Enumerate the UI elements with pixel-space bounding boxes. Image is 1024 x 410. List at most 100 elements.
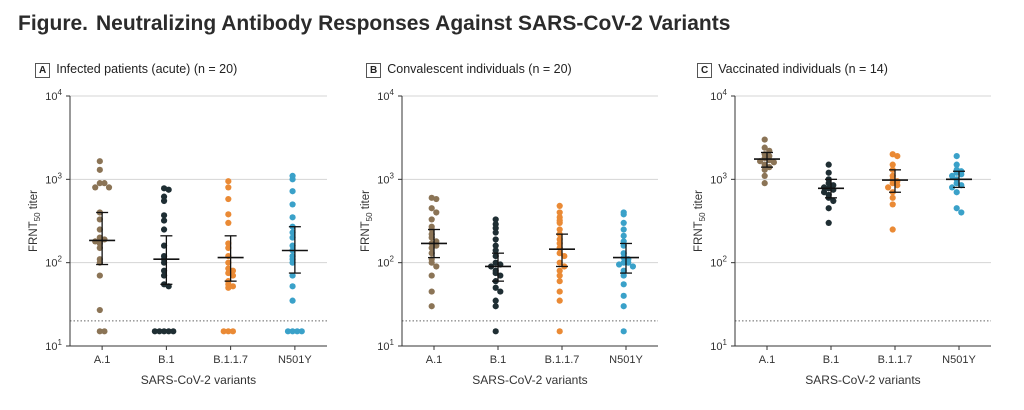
- data-point: [492, 224, 499, 232]
- panel-b-title: Convalescent individuals (n = 20): [387, 62, 572, 76]
- data-point: [170, 328, 177, 335]
- data-point: [428, 244, 435, 252]
- panel-c-header: C Vaccinated individuals (n = 14): [697, 62, 888, 78]
- y-axis-label: FRNT50 titer: [28, 190, 42, 252]
- data-point: [556, 278, 563, 285]
- data-point: [556, 297, 563, 304]
- figure-title: Figure. Neutralizing Antibody Responses A…: [18, 12, 730, 36]
- data-point: [298, 328, 305, 335]
- data-point: [620, 292, 627, 299]
- data-point: [289, 176, 296, 183]
- data-point: [225, 240, 232, 247]
- x-tick-label: A.1: [426, 354, 443, 366]
- figure-title-text: Neutralizing Antibody Responses Against …: [96, 12, 731, 35]
- data-point: [428, 205, 435, 212]
- data-point: [821, 189, 828, 196]
- data-point: [96, 226, 103, 233]
- data-point: [556, 328, 563, 335]
- data-point: [289, 229, 296, 236]
- data-point: [620, 272, 627, 279]
- data-point: [96, 272, 103, 279]
- data-point: [620, 281, 627, 288]
- data-point: [561, 252, 568, 260]
- data-point: [761, 180, 768, 187]
- data-point: [953, 161, 960, 168]
- y-axis-label: FRNT50 titer: [693, 190, 707, 252]
- data-point: [958, 171, 965, 178]
- data-point: [289, 242, 296, 249]
- data-point: [616, 261, 623, 268]
- data-point: [160, 272, 168, 279]
- data-point: [830, 197, 837, 205]
- data-point: [229, 272, 237, 279]
- data-point: [953, 189, 960, 196]
- data-point: [96, 158, 103, 165]
- data-point: [289, 188, 296, 195]
- x-axis-label: SARS-CoV-2 variants: [805, 373, 920, 387]
- data-point: [101, 328, 108, 335]
- data-point: [96, 244, 103, 252]
- data-point: [761, 172, 768, 179]
- y-tick-label: 101: [710, 338, 727, 353]
- data-point: [492, 252, 499, 260]
- data-point: [428, 216, 435, 223]
- data-point: [229, 328, 237, 335]
- x-tick-label: A.1: [759, 354, 776, 366]
- data-point: [620, 250, 627, 257]
- panel-a-title: Infected patients (acute) (n = 20): [56, 62, 238, 76]
- data-point: [294, 328, 301, 335]
- data-point: [225, 244, 232, 252]
- data-point: [225, 284, 232, 291]
- data-point: [289, 259, 296, 266]
- data-point: [289, 272, 296, 279]
- y-tick-label: 103: [45, 171, 62, 186]
- data-point: [556, 250, 563, 257]
- data-point: [289, 283, 296, 290]
- data-point: [225, 195, 232, 203]
- data-point: [770, 159, 778, 166]
- data-point: [949, 184, 956, 191]
- data-point: [428, 288, 435, 295]
- data-point: [958, 209, 965, 216]
- data-point: [889, 194, 896, 201]
- data-point: [825, 219, 832, 227]
- data-point: [225, 178, 232, 185]
- panel-a-letter: A: [35, 63, 51, 78]
- data-point: [825, 205, 832, 212]
- data-point: [160, 267, 168, 274]
- data-point: [289, 234, 296, 241]
- y-tick-label: 103: [377, 171, 394, 186]
- data-point: [428, 234, 435, 241]
- data-point: [165, 186, 172, 193]
- data-point: [761, 166, 768, 173]
- data-point: [433, 209, 440, 216]
- panel-c-title: Vaccinated individuals (n = 14): [718, 62, 888, 76]
- data-point: [428, 272, 435, 279]
- panel-b-plot: 101 102 103 104 FRNT50 titer A.1 B.1 B.1.1.7 N50…: [360, 88, 658, 387]
- data-point: [428, 303, 435, 310]
- data-point: [160, 197, 168, 205]
- data-point: [620, 267, 627, 274]
- data-point: [492, 303, 499, 310]
- figure-label: Figure.: [18, 12, 89, 35]
- data-point: [825, 161, 832, 168]
- data-point: [225, 269, 232, 277]
- x-tick-label: A.1: [94, 354, 111, 366]
- data-point: [225, 328, 232, 335]
- data-point: [284, 328, 292, 335]
- data-point: [556, 219, 563, 227]
- data-point: [556, 240, 563, 247]
- y-tick-label: 102: [377, 255, 394, 270]
- x-tick-label: B.1.1.7: [213, 354, 248, 366]
- data-point: [96, 166, 103, 173]
- x-axis-label: SARS-CoV-2 variants: [141, 373, 256, 387]
- data-point: [492, 229, 499, 236]
- data-point: [492, 216, 499, 223]
- data-point: [433, 263, 440, 270]
- data-point: [433, 195, 440, 203]
- data-point: [556, 202, 563, 209]
- data-point: [889, 226, 896, 233]
- data-point: [492, 328, 499, 335]
- data-point: [825, 169, 832, 176]
- x-tick-label: B.1: [158, 354, 175, 366]
